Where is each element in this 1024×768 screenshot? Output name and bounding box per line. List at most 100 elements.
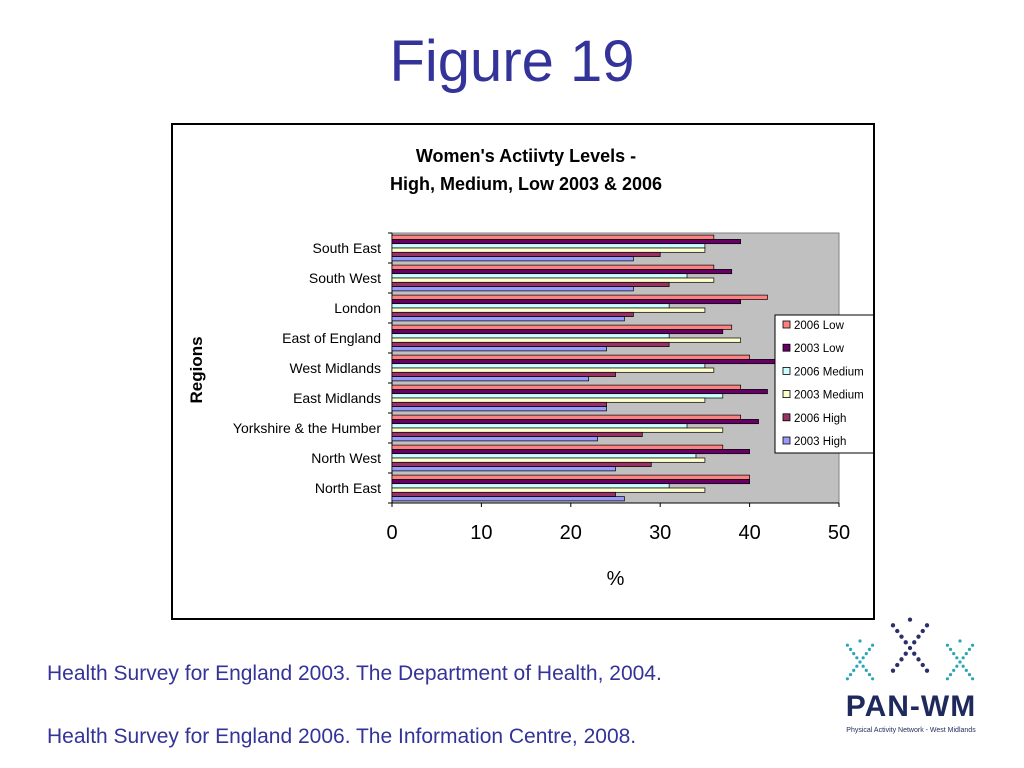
bar	[391, 431, 643, 437]
bar	[391, 234, 715, 240]
bar	[391, 341, 670, 347]
logo-figure-right-dot	[945, 677, 949, 681]
category-label: North West	[311, 450, 381, 466]
bar	[391, 393, 724, 399]
logo-figure-left-dot	[845, 677, 849, 681]
logo-figure-center-dot	[920, 628, 925, 634]
bar	[391, 474, 750, 480]
logo-figure-right-dot	[948, 673, 953, 677]
bar	[391, 239, 742, 245]
logo-figure-center-dot	[912, 651, 917, 656]
bar	[391, 299, 742, 305]
logo-figure-center-dot	[903, 640, 908, 645]
x-tick-label: 50	[828, 522, 850, 544]
logo-figure-left-dot	[855, 664, 859, 668]
logo-figure-left-dot	[848, 647, 853, 651]
bar	[391, 324, 733, 330]
bar	[391, 483, 670, 489]
bar	[391, 371, 616, 377]
logo-figure-left-dot	[855, 656, 859, 660]
logo-figure-left-dot	[864, 652, 868, 656]
bar	[391, 449, 750, 455]
legend-swatch	[782, 436, 791, 445]
bar	[391, 453, 697, 459]
logo-figure-center-dot	[890, 668, 896, 673]
logo-figure-center-dot	[924, 668, 930, 673]
logo-figure-left-dot	[861, 664, 865, 668]
legend-entry: 2003 Low	[794, 343, 845, 355]
bar	[391, 337, 742, 343]
bar	[391, 444, 724, 450]
logo-figure-right-dot	[961, 656, 965, 660]
bar	[391, 479, 750, 485]
logo-subtitle: Physical Activity Network - West Midland…	[846, 727, 976, 734]
bar	[391, 466, 616, 472]
bar	[391, 329, 724, 335]
logo-figure-center-dot	[890, 623, 896, 628]
logo-figure-right-dot	[964, 668, 968, 672]
category-label: Yorkshire & the Humber	[233, 420, 381, 436]
bar	[391, 354, 750, 360]
logo-figure-center-dot	[903, 651, 908, 656]
bar	[391, 294, 768, 300]
legend-box	[774, 314, 873, 454]
bar	[391, 256, 634, 262]
logo-figure-left-dot	[867, 673, 872, 677]
bar	[391, 286, 634, 292]
logo-figure-right-dot	[958, 639, 962, 643]
x-axis-title: %	[607, 568, 625, 590]
bar	[391, 406, 607, 412]
logo-figure-center-dot	[907, 645, 913, 651]
logo-figure-right-dot	[952, 668, 956, 672]
chart-title: Women's Actiivty Levels -	[416, 146, 636, 166]
legend-entry: 2006 Medium	[794, 366, 864, 378]
bar	[391, 384, 742, 390]
bar-chart: Women's Actiivty Levels - High, Medium, L…	[187, 146, 873, 590]
logo-figure-right-dot	[971, 643, 975, 647]
chart-frame: Women's Actiivty Levels - High, Medium, L…	[171, 123, 875, 620]
logo-figure-right-dot	[971, 677, 975, 681]
category-label: South West	[309, 270, 381, 286]
legend-swatch	[782, 413, 791, 422]
logo-figure-center-dot	[924, 623, 930, 628]
bar	[391, 307, 706, 313]
bar	[391, 487, 706, 493]
logo-figure-left-dot	[864, 668, 868, 672]
source-citation-2003: Health Survey for England 2003. The Depa…	[47, 662, 662, 685]
logo-figure-left-dot	[848, 673, 853, 677]
bar	[391, 414, 742, 420]
x-tick-label: 40	[738, 522, 760, 544]
logo-figure-left-dot	[871, 643, 875, 647]
bar	[391, 316, 625, 322]
category-label: East of England	[282, 330, 381, 346]
slide-title: Figure 19	[389, 29, 635, 94]
x-tick-label: 20	[560, 522, 582, 544]
logo-figure-left-dot	[852, 652, 856, 656]
bar	[391, 496, 625, 502]
bar	[391, 363, 706, 369]
bar	[391, 247, 706, 253]
logo-figure-center-dot	[920, 662, 925, 668]
logo-figure-right-dot	[952, 652, 956, 656]
bar	[391, 359, 777, 365]
logo-figure-center-dot	[912, 640, 917, 645]
logo-figure-left-dot	[871, 677, 875, 681]
bar	[391, 419, 759, 425]
bar	[391, 397, 706, 403]
bar	[391, 491, 616, 497]
bar	[391, 303, 670, 309]
logo-figure-right-dot	[955, 664, 959, 668]
logo-figure-left-dot	[845, 643, 849, 647]
bar	[391, 427, 724, 433]
logo-figure-right-dot	[948, 647, 953, 651]
logo-figure-left-dot	[858, 639, 862, 643]
category-label: West Midlands	[289, 360, 381, 376]
logo-figure-right-dot	[967, 673, 972, 677]
bar	[391, 457, 706, 463]
logo-figure-center-dot	[899, 657, 904, 662]
bar	[391, 461, 652, 467]
logo-figures-icon	[845, 617, 975, 681]
logo-figure-center-dot	[907, 617, 913, 622]
logo-figure-center-dot	[899, 634, 904, 639]
x-tick-label: 10	[470, 522, 492, 544]
